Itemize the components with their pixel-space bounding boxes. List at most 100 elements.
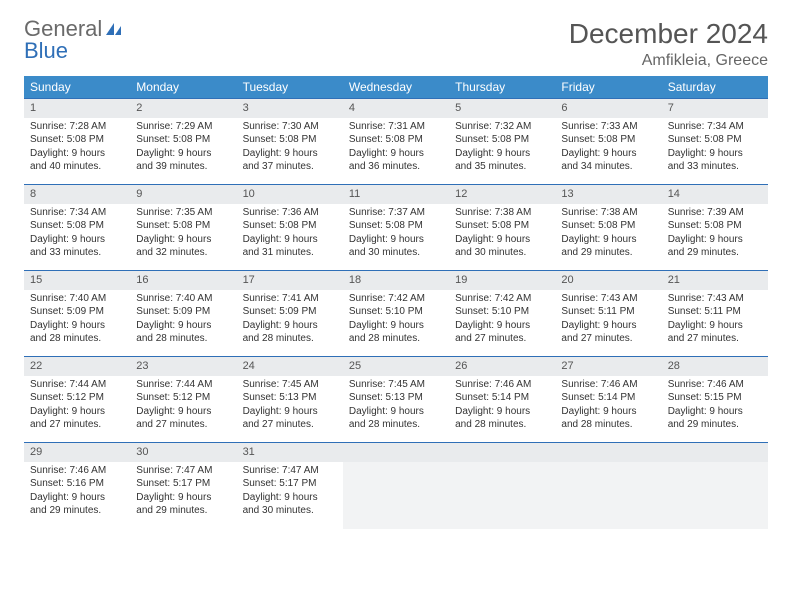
daylight-line: Daylight: 9 hours and 28 minutes. [455, 405, 549, 432]
day-details: Sunrise: 7:39 AMSunset: 5:08 PMDaylight:… [662, 204, 768, 268]
day-details: Sunrise: 7:36 AMSunset: 5:08 PMDaylight:… [237, 204, 343, 268]
day-cell: 11Sunrise: 7:37 AMSunset: 5:08 PMDayligh… [343, 185, 449, 271]
day-number: 8 [24, 185, 130, 204]
day-details: Sunrise: 7:31 AMSunset: 5:08 PMDaylight:… [343, 118, 449, 182]
day-cell: 24Sunrise: 7:45 AMSunset: 5:13 PMDayligh… [237, 357, 343, 443]
sunrise-line: Sunrise: 7:34 AM [668, 120, 762, 134]
sunset-line: Sunset: 5:08 PM [136, 133, 230, 147]
day-cell: 20Sunrise: 7:43 AMSunset: 5:11 PMDayligh… [555, 271, 661, 357]
day-header: Saturday [662, 76, 768, 99]
sunrise-line: Sunrise: 7:46 AM [30, 464, 124, 478]
sunrise-line: Sunrise: 7:43 AM [561, 292, 655, 306]
sunrise-line: Sunrise: 7:42 AM [455, 292, 549, 306]
day-number: 18 [343, 271, 449, 290]
day-cell: 30Sunrise: 7:47 AMSunset: 5:17 PMDayligh… [130, 443, 236, 529]
week-row: 29Sunrise: 7:46 AMSunset: 5:16 PMDayligh… [24, 443, 768, 529]
day-number: 2 [130, 99, 236, 118]
logo-sail-icon [105, 22, 123, 36]
header: General Blue December 2024 Amfikleia, Gr… [24, 18, 768, 70]
day-header: Tuesday [237, 76, 343, 99]
day-number: 10 [237, 185, 343, 204]
daylight-line: Daylight: 9 hours and 27 minutes. [455, 319, 549, 346]
day-number: 19 [449, 271, 555, 290]
sunrise-line: Sunrise: 7:46 AM [561, 378, 655, 392]
sunrise-line: Sunrise: 7:31 AM [349, 120, 443, 134]
sunset-line: Sunset: 5:09 PM [243, 305, 337, 319]
sunrise-line: Sunrise: 7:38 AM [561, 206, 655, 220]
day-cell [343, 443, 449, 529]
sunrise-line: Sunrise: 7:42 AM [349, 292, 443, 306]
day-details: Sunrise: 7:30 AMSunset: 5:08 PMDaylight:… [237, 118, 343, 182]
sunrise-line: Sunrise: 7:45 AM [243, 378, 337, 392]
daylight-line: Daylight: 9 hours and 30 minutes. [243, 491, 337, 518]
day-number: 16 [130, 271, 236, 290]
day-details: Sunrise: 7:46 AMSunset: 5:15 PMDaylight:… [662, 376, 768, 440]
sunrise-line: Sunrise: 7:28 AM [30, 120, 124, 134]
daylight-line: Daylight: 9 hours and 29 minutes. [668, 405, 762, 432]
day-header: Sunday [24, 76, 130, 99]
day-details: Sunrise: 7:43 AMSunset: 5:11 PMDaylight:… [555, 290, 661, 354]
day-cell: 7Sunrise: 7:34 AMSunset: 5:08 PMDaylight… [662, 99, 768, 185]
title-block: December 2024 Amfikleia, Greece [569, 18, 768, 70]
sunset-line: Sunset: 5:14 PM [455, 391, 549, 405]
sunset-line: Sunset: 5:08 PM [349, 133, 443, 147]
day-number: 9 [130, 185, 236, 204]
sunset-line: Sunset: 5:12 PM [30, 391, 124, 405]
daylight-line: Daylight: 9 hours and 27 minutes. [668, 319, 762, 346]
day-cell [449, 443, 555, 529]
day-cell [555, 443, 661, 529]
daylight-line: Daylight: 9 hours and 27 minutes. [243, 405, 337, 432]
day-cell: 28Sunrise: 7:46 AMSunset: 5:15 PMDayligh… [662, 357, 768, 443]
sunrise-line: Sunrise: 7:43 AM [668, 292, 762, 306]
day-cell: 6Sunrise: 7:33 AMSunset: 5:08 PMDaylight… [555, 99, 661, 185]
day-number-empty [662, 443, 768, 462]
sunrise-line: Sunrise: 7:46 AM [455, 378, 549, 392]
day-number: 20 [555, 271, 661, 290]
day-number: 13 [555, 185, 661, 204]
day-details: Sunrise: 7:45 AMSunset: 5:13 PMDaylight:… [237, 376, 343, 440]
day-number: 12 [449, 185, 555, 204]
day-details: Sunrise: 7:41 AMSunset: 5:09 PMDaylight:… [237, 290, 343, 354]
day-number: 28 [662, 357, 768, 376]
daylight-line: Daylight: 9 hours and 37 minutes. [243, 147, 337, 174]
sunrise-line: Sunrise: 7:46 AM [668, 378, 762, 392]
day-cell: 13Sunrise: 7:38 AMSunset: 5:08 PMDayligh… [555, 185, 661, 271]
day-cell: 10Sunrise: 7:36 AMSunset: 5:08 PMDayligh… [237, 185, 343, 271]
sunset-line: Sunset: 5:13 PM [243, 391, 337, 405]
calendar-body: 1Sunrise: 7:28 AMSunset: 5:08 PMDaylight… [24, 99, 768, 529]
sunrise-line: Sunrise: 7:44 AM [30, 378, 124, 392]
day-number: 6 [555, 99, 661, 118]
daylight-line: Daylight: 9 hours and 28 minutes. [349, 405, 443, 432]
day-details: Sunrise: 7:34 AMSunset: 5:08 PMDaylight:… [662, 118, 768, 182]
sunrise-line: Sunrise: 7:37 AM [349, 206, 443, 220]
daylight-line: Daylight: 9 hours and 28 minutes. [30, 319, 124, 346]
sunset-line: Sunset: 5:08 PM [349, 219, 443, 233]
sunset-line: Sunset: 5:08 PM [668, 133, 762, 147]
sunrise-line: Sunrise: 7:30 AM [243, 120, 337, 134]
day-number: 15 [24, 271, 130, 290]
sunrise-line: Sunrise: 7:32 AM [455, 120, 549, 134]
sunset-line: Sunset: 5:08 PM [30, 133, 124, 147]
location: Amfikleia, Greece [569, 52, 768, 70]
day-number: 11 [343, 185, 449, 204]
week-row: 1Sunrise: 7:28 AMSunset: 5:08 PMDaylight… [24, 99, 768, 185]
day-number: 21 [662, 271, 768, 290]
day-cell: 15Sunrise: 7:40 AMSunset: 5:09 PMDayligh… [24, 271, 130, 357]
day-number: 23 [130, 357, 236, 376]
day-details: Sunrise: 7:42 AMSunset: 5:10 PMDaylight:… [449, 290, 555, 354]
sunset-line: Sunset: 5:08 PM [243, 219, 337, 233]
day-details: Sunrise: 7:43 AMSunset: 5:11 PMDaylight:… [662, 290, 768, 354]
daylight-line: Daylight: 9 hours and 27 minutes. [136, 405, 230, 432]
daylight-line: Daylight: 9 hours and 30 minutes. [455, 233, 549, 260]
daylight-line: Daylight: 9 hours and 27 minutes. [561, 319, 655, 346]
day-cell: 3Sunrise: 7:30 AMSunset: 5:08 PMDaylight… [237, 99, 343, 185]
daylight-line: Daylight: 9 hours and 40 minutes. [30, 147, 124, 174]
sunrise-line: Sunrise: 7:38 AM [455, 206, 549, 220]
day-number-empty [449, 443, 555, 462]
day-number: 31 [237, 443, 343, 462]
day-number: 17 [237, 271, 343, 290]
daylight-line: Daylight: 9 hours and 29 minutes. [136, 491, 230, 518]
sunset-line: Sunset: 5:08 PM [136, 219, 230, 233]
logo: General Blue [24, 18, 123, 62]
sunrise-line: Sunrise: 7:36 AM [243, 206, 337, 220]
